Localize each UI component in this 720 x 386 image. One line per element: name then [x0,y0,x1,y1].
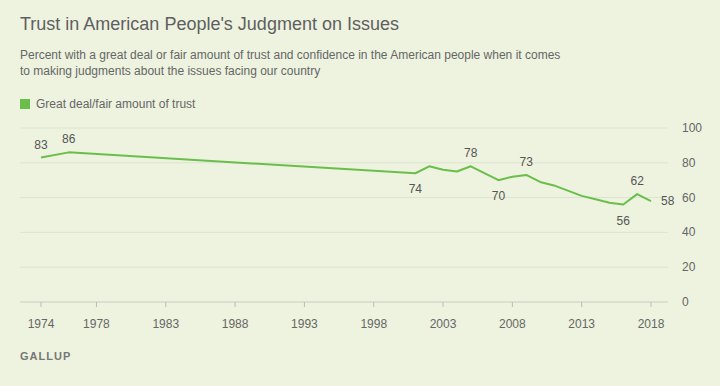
legend-label: Great deal/fair amount of trust [36,97,196,111]
x-tick [443,302,444,307]
grid-line [20,267,668,268]
data-label: 56 [617,214,631,228]
grid-line [20,197,668,198]
x-tick [304,302,305,307]
x-tick-label: 1993 [291,317,318,331]
x-tick [96,302,97,307]
x-tick-label: 2013 [568,317,595,331]
legend-swatch [20,99,30,109]
x-tick [651,302,652,307]
x-tick [165,302,166,307]
x-tick-label: 1978 [83,317,110,331]
data-label: 86 [62,132,76,146]
y-tick-label: 40 [682,225,696,239]
x-tick-label: 1988 [222,317,249,331]
x-tick [235,302,236,307]
data-label: 73 [520,155,534,169]
data-label: 70 [492,189,506,203]
data-label: 78 [464,146,478,160]
y-tick-label: 0 [682,295,689,309]
grid-line [20,162,668,163]
y-tick-label: 60 [682,191,696,205]
x-tick [512,302,513,307]
x-tick-label: 1974 [28,317,55,331]
y-tick-label: 100 [682,121,702,135]
y-tick-label: 20 [682,260,696,274]
grid-line [20,128,668,129]
legend: Great deal/fair amount of trust [20,97,196,111]
line [41,152,651,204]
data-label: 74 [409,182,423,196]
title: Trust in American People's Judgment on I… [20,14,399,35]
x-tick [581,302,582,307]
grid-line [20,302,668,303]
plot-area [41,152,651,204]
chart: 0 20 40 60 80 100 1974 1978 1983 1988 1993 1998 2003… [0,0,720,386]
data-label: 58 [661,194,675,208]
data-label: 83 [34,138,48,152]
x-tick-label: 2008 [499,317,526,331]
x-tick-label: 2018 [638,317,665,331]
data-label: 62 [630,174,644,188]
subtitle: Percent with a great deal or fair amount… [20,47,565,79]
x-tick-label: 2003 [430,317,457,331]
y-tick-label: 80 [682,156,696,170]
grid-line [20,232,668,233]
x-tick-label: 1998 [360,317,387,331]
x-tick [373,302,374,307]
x-tick [41,302,42,307]
x-tick-label: 1983 [152,317,179,331]
source: GALLUP [20,350,71,362]
